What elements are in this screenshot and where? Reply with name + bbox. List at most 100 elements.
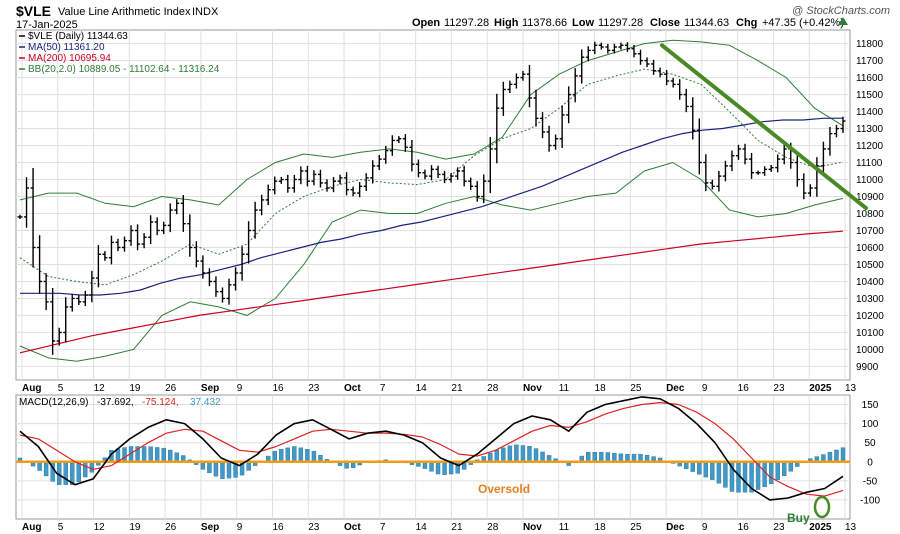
macd-x-tick: 12 [94,522,106,533]
macd-lines [19,396,844,501]
bb-lower-line [19,161,844,362]
macd-hist-bar [775,461,780,480]
price-bar [50,287,56,355]
macd-legend-hist: 37.432 [190,397,221,408]
price-bar [513,73,519,89]
macd-hist-bar [742,461,748,493]
price-bar [376,154,382,171]
price-y-tick: 10100 [856,328,884,339]
price-bar [696,118,702,175]
price-bar [448,172,454,183]
price-bar [246,221,252,264]
price-x-tick: 23 [773,383,785,394]
price-bar [553,134,559,150]
price-y-tick: 11600 [856,73,884,84]
price-bar [278,176,284,184]
macd-hist-bar [298,447,304,462]
open-label: Open [412,17,440,29]
macd-y-tick: -100 [860,495,880,506]
oversold-annotation: Oversold [478,482,530,496]
price-bar [611,43,617,54]
macd-hist-bar [827,452,833,462]
price-y-tick: 10000 [856,345,884,356]
price-bar [487,137,493,194]
price-x-tick: 18 [595,383,607,394]
macd-x-tick: 9 [237,522,243,533]
price-bar [76,295,82,305]
macd-hist-bar [612,452,617,462]
ohlc-header: Open 11297.28 High 11378.66 Low 11297.28… [412,17,848,29]
price-bar [461,165,467,187]
macd-hist-bar [141,446,147,462]
macd-hist-bar [782,461,787,476]
price-bar [735,144,741,160]
price-bar [500,81,506,116]
macd-hist-bar [840,447,846,462]
macd-hist-bar [703,461,709,478]
low-label: Low [572,17,594,29]
macd-hist-bar [435,461,441,475]
trendline [660,43,868,211]
bb-upper-line [19,39,844,208]
high-value: 11378.66 [522,17,567,29]
price-bar [311,170,317,186]
price-bar [827,126,833,156]
macd-y-tick: 0 [867,457,873,468]
macd-x-tick: 16 [738,522,750,533]
price-y-tick: 10400 [856,277,884,288]
price-bar [566,86,572,124]
macd-hist-bar [305,449,310,462]
macd-hist-bar [520,445,526,462]
price-bar [95,245,101,288]
macd-hist-bar [213,461,219,477]
macd-panel [15,394,851,520]
macd-hist-bar [605,452,611,462]
macd-hist-bar [762,461,767,488]
index-name: Value Line Arithmetic Index [58,6,191,18]
price-bar [56,327,62,346]
price-bar [749,152,755,179]
price-bar [154,217,160,236]
price-bar [526,64,532,108]
price-bar [291,174,297,193]
price-bar [187,214,193,257]
macd-x-tick: 19 [129,522,141,533]
price-bar [213,276,219,297]
macd-hist-bar [83,461,88,478]
price-bar [624,42,630,52]
macd-hist-bar [154,447,160,462]
price-bar [729,150,735,172]
price-bar [370,160,376,184]
macd-hist-bar [63,461,68,485]
buy-annotation: Buy [787,511,810,525]
macd-hist-bar [768,461,774,485]
price-x-axis: Aug 5 12 19 26 Sep 9 16 23 Oct 7 14 21 28 Nov 11 18 25 Dec… [22,383,857,394]
price-y-tick: 11000 [856,175,884,186]
macd-x-tick: Sep [201,522,219,533]
macd-hist-bar [533,448,539,462]
price-y-tick: 11700 [856,56,884,67]
price-y-tick: 10600 [856,243,884,254]
price-bar [833,124,839,138]
price-bar [383,145,389,164]
price-bar [755,170,761,175]
macd-legend: MACD(12,26,9) -37.692, -75.124, 37.432 [19,397,221,408]
macd-hist-bar [697,461,702,475]
price-bar [337,174,343,185]
price-x-tick: Nov [523,383,542,394]
chg-label: Chg [736,17,757,29]
macd-hist-bar [161,447,166,462]
macd-hist-bar [599,452,604,462]
moving-averages [19,117,844,354]
macd-hist-bar [455,461,460,474]
price-bar [298,166,304,185]
macd-x-tick: 14 [416,522,428,533]
price-bar [265,184,271,206]
up-arrow-icon [838,17,848,25]
price-bar [820,141,826,174]
price-x-tick: Dec [666,383,685,394]
price-bar [429,165,434,181]
price-y-tick: 11400 [856,107,884,118]
price-x-tick: 21 [451,383,463,394]
